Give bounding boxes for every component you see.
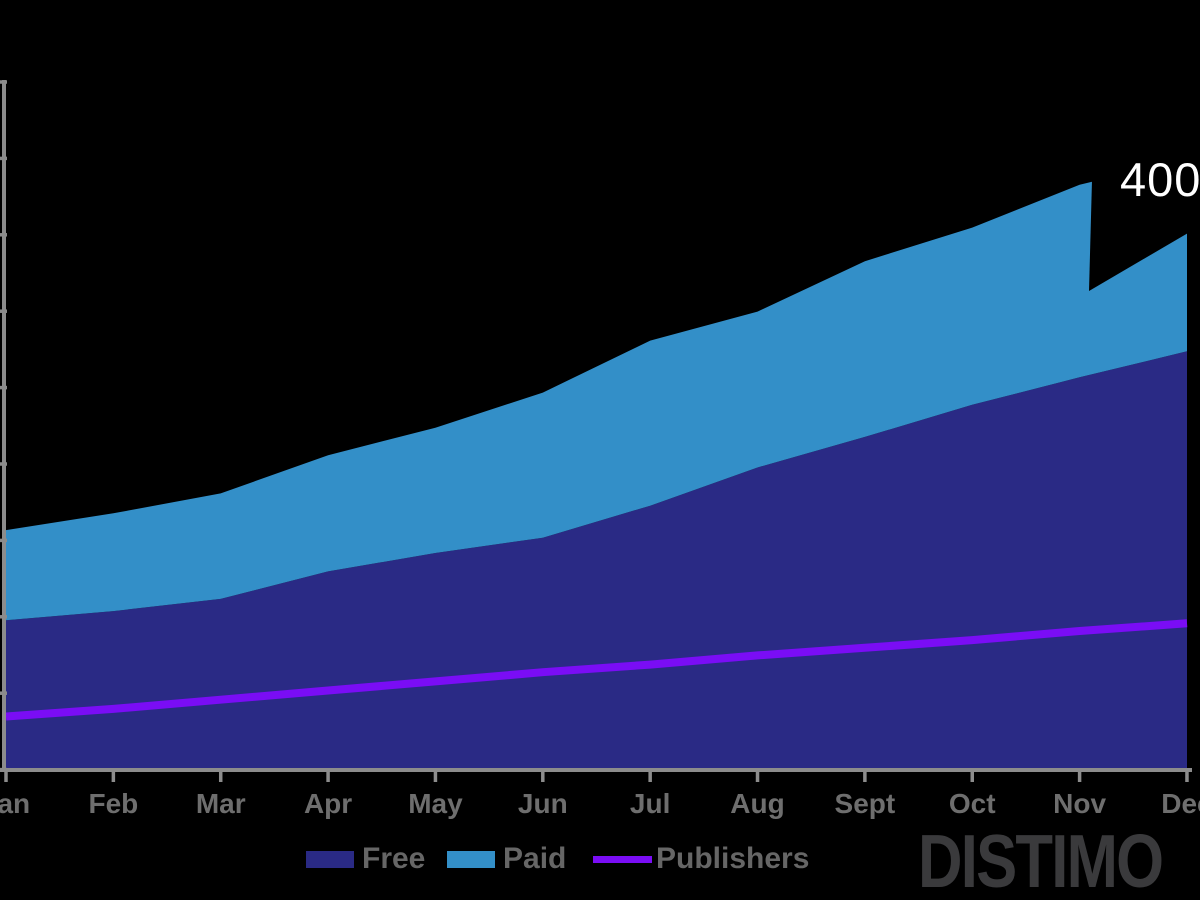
legend-item-publishers: Publishers xyxy=(593,842,809,876)
callout-pointer xyxy=(1089,136,1200,291)
x-axis-label-nov: Nov xyxy=(1053,788,1107,819)
free-swatch-icon xyxy=(306,850,354,868)
x-axis-label-feb: Feb xyxy=(88,788,139,819)
x-axis-label-jul: Jul xyxy=(629,788,671,819)
callout-value: 400,000 xyxy=(1120,153,1200,206)
publishers-swatch-icon xyxy=(593,855,652,863)
paid-area-series xyxy=(6,158,1187,621)
x-axis-label-mar: Mar xyxy=(195,788,246,819)
legend-label-publishers: Publishers xyxy=(656,842,810,875)
x-axis-label-aug: Aug xyxy=(730,788,785,819)
free-area-series xyxy=(6,351,1187,770)
legend-label-paid: Paid xyxy=(503,842,567,875)
legend-label-free: Free xyxy=(362,842,426,875)
x-axis-label-may: May xyxy=(408,788,463,819)
x-axis-label-oct: Oct xyxy=(948,788,996,819)
x-axis-label-sept: Sept xyxy=(834,788,896,819)
x-axis-label-jun: Jun xyxy=(517,788,568,819)
axes xyxy=(0,80,1192,782)
distimo-logo: DISTIMO xyxy=(918,819,1164,900)
x-axis-label-jan: Jan xyxy=(0,788,31,819)
legend-item-paid: Paid xyxy=(447,842,566,876)
publishers-line-series xyxy=(5,619,1188,721)
x-axis-label-apr: Apr xyxy=(303,788,353,819)
paid-swatch-icon xyxy=(447,850,495,868)
x-axis-label-dec: Dec xyxy=(1161,788,1200,819)
legend-item-free: Free xyxy=(306,842,425,876)
